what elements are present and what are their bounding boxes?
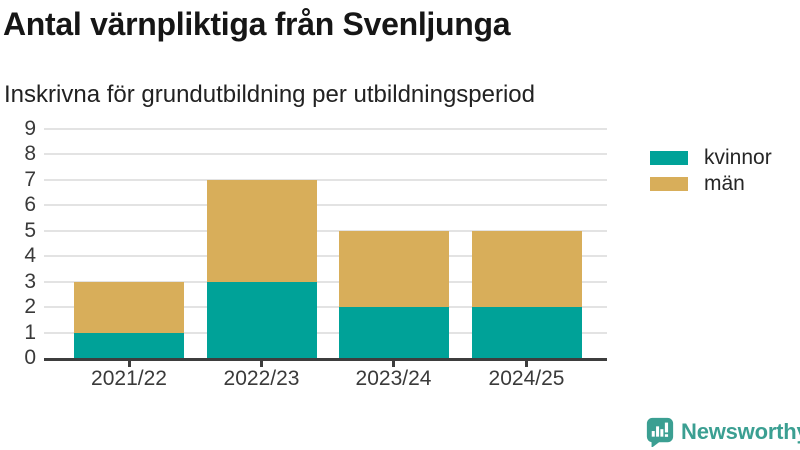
brand-link-newsworthy[interactable]: Newsworthy	[645, 416, 800, 447]
y-tick-label-8: 8	[24, 142, 36, 166]
bar-segment-2024/25-kvinnor	[471, 307, 582, 358]
x-tick-label-2024/25: 2024/25	[488, 367, 565, 390]
gridline-5	[44, 229, 607, 232]
x-tick-2022/23	[260, 360, 263, 367]
bar-segment-2023/24-män	[338, 230, 449, 308]
x-axis-baseline	[44, 358, 607, 361]
legend-label-män: män	[704, 172, 745, 195]
gridline-1	[44, 331, 607, 334]
gridline-8	[44, 153, 607, 156]
y-tick-label-1: 1	[24, 320, 36, 344]
x-tick-label-2023/24: 2023/24	[355, 367, 432, 390]
bar-segment-2021/22-män	[74, 281, 184, 333]
bar-segment-2022/23-män	[206, 179, 317, 282]
chart-title: Antal värnpliktiga från Svenljunga	[3, 6, 511, 42]
gridline-7	[44, 178, 607, 181]
gridline-2	[44, 306, 607, 309]
y-tick-label-9: 9	[24, 117, 36, 140]
x-tick-label-2022/23: 2022/23	[223, 367, 300, 390]
y-tick-label-2: 2	[24, 295, 36, 319]
bar-segment-2024/25-män	[471, 230, 582, 308]
bar-segment-2023/24-kvinnor	[338, 307, 449, 358]
y-tick-label-0: 0	[24, 346, 36, 369]
gridline-4	[44, 255, 607, 258]
y-tick-label-7: 7	[24, 167, 36, 191]
y-tick-label-4: 4	[24, 244, 36, 268]
legend-swatch-kvinnor	[650, 151, 688, 165]
brand-name: Newsworthy	[681, 418, 800, 444]
gridline-6	[44, 204, 607, 207]
gridline-3	[44, 280, 607, 283]
y-tick-label-6: 6	[24, 193, 36, 217]
legend-label-kvinnor: kvinnor	[704, 146, 772, 169]
newsworthy-bar-chart-bubble-icon	[645, 416, 675, 447]
bar-segment-2021/22-kvinnor	[74, 332, 184, 358]
x-tick-2021/22	[127, 360, 131, 367]
y-tick-label-5: 5	[24, 218, 36, 242]
plot-area	[44, 128, 607, 361]
chart-subtitle: Inskrivna för grundutbildning per utbild…	[4, 81, 535, 108]
bar-segment-2022/23-kvinnor	[206, 281, 317, 358]
y-tick-label-3: 3	[24, 269, 36, 293]
legend-swatch-män	[650, 177, 688, 191]
x-tick-2024/25	[525, 360, 528, 367]
gridline-9	[44, 128, 607, 130]
x-tick-2023/24	[392, 360, 395, 367]
x-tick-label-2021/22: 2021/22	[91, 367, 167, 390]
